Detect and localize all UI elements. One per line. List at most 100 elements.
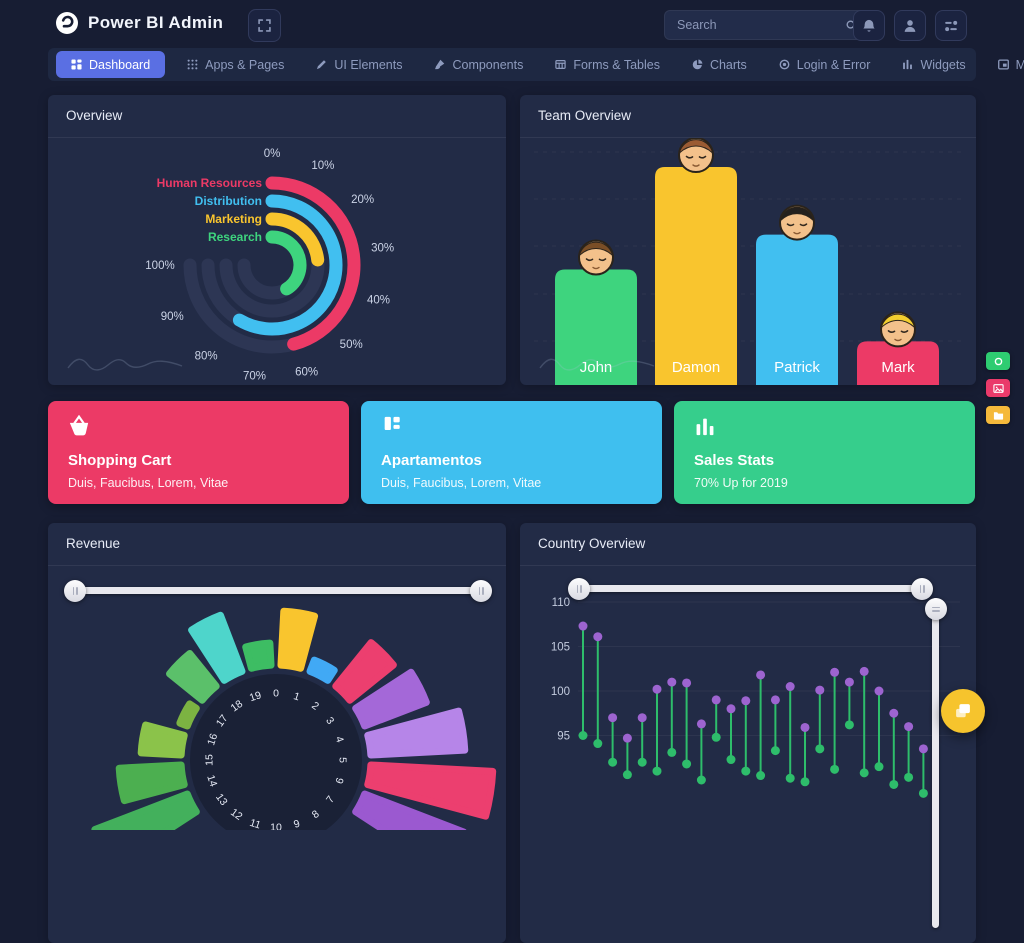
lollipop-dot-high[interactable] <box>726 704 736 714</box>
lollipop-dot-high[interactable] <box>696 719 706 729</box>
lollipop-dot-low[interactable] <box>711 732 721 742</box>
lollipop-dot-low[interactable] <box>682 759 692 769</box>
country-slider-handle-right[interactable] <box>911 577 933 600</box>
avatar-mark <box>880 311 916 348</box>
lollipop-dot-low[interactable] <box>622 770 632 780</box>
country-vertical-slider[interactable] <box>924 598 947 928</box>
lollipop-dot-high[interactable] <box>593 632 603 642</box>
lollipop-dot-low[interactable] <box>859 768 869 778</box>
rose-wedge-19[interactable] <box>242 639 275 672</box>
profile-button[interactable] <box>894 10 926 41</box>
nav-item-apps-pages[interactable]: Apps & Pages <box>171 48 300 81</box>
country-range-slider[interactable] <box>568 577 933 600</box>
country-vertical-slider-handle[interactable] <box>924 598 947 620</box>
lollipop-dot-high[interactable] <box>608 713 618 723</box>
lollipop-dot-high[interactable] <box>637 713 647 723</box>
lollipop-dot-high[interactable] <box>756 670 766 680</box>
lollipop-dot-low[interactable] <box>844 720 854 730</box>
rose-wedge-3[interactable] <box>352 668 430 730</box>
team-bar-john[interactable] <box>555 269 637 385</box>
folder-quick-action[interactable] <box>986 406 1010 424</box>
expand-icon <box>258 19 271 32</box>
country-slider-handle-left[interactable] <box>568 577 590 600</box>
lollipop-dot-low[interactable] <box>578 731 588 740</box>
lollipop-dot-high[interactable] <box>844 677 854 687</box>
lollipop-dot-high[interactable] <box>918 744 928 754</box>
country-lollipop-chart: 110 105 100 95 <box>551 597 960 798</box>
camera-quick-action[interactable] <box>986 352 1010 370</box>
lollipop-dot-low[interactable] <box>874 762 884 772</box>
swirl-logo-icon <box>55 11 79 35</box>
lollipop-dot-low[interactable] <box>800 777 810 787</box>
team-bar-damon[interactable] <box>655 167 737 385</box>
lollipop-dot-low[interactable] <box>667 747 677 757</box>
rose-wedge-18[interactable] <box>188 611 246 684</box>
lollipop-dot-low[interactable] <box>608 757 618 767</box>
lollipop-dot-low[interactable] <box>904 772 914 782</box>
radial-arc-research[interactable] <box>265 230 307 296</box>
revenue-slider-handle-left[interactable] <box>64 579 86 602</box>
lollipop-dot-high[interactable] <box>785 682 795 692</box>
radial-arc-marketing[interactable] <box>265 212 325 267</box>
radial-arc-distribution[interactable] <box>232 194 343 336</box>
lollipop-dot-low[interactable] <box>756 771 766 781</box>
nav-item-modals[interactable]: Modals <box>982 48 1024 81</box>
rose-wedge-0[interactable] <box>277 607 319 672</box>
rose-wedge-4[interactable] <box>364 707 469 759</box>
lollipop-dot-high[interactable] <box>889 708 899 718</box>
rose-wedge-16[interactable] <box>176 700 200 730</box>
nav-item-charts[interactable]: Charts <box>676 48 763 81</box>
lollipop-dot-high[interactable] <box>830 667 840 677</box>
lollipop-dot-high[interactable] <box>770 695 780 705</box>
nav-item-ui-elements[interactable]: UI Elements <box>300 48 418 81</box>
lollipop-dot-high[interactable] <box>622 733 632 743</box>
revenue-range-slider[interactable] <box>64 579 492 602</box>
lollipop-dot-high[interactable] <box>578 621 588 631</box>
lollipop-dot-low[interactable] <box>637 757 647 767</box>
panel-title: Overview <box>48 95 506 138</box>
chat-fab[interactable] <box>941 689 985 733</box>
lollipop-dot-low[interactable] <box>593 739 603 749</box>
rose-wedge-2[interactable] <box>332 639 397 704</box>
lollipop-dot-high[interactable] <box>652 684 662 694</box>
lollipop-dot-high[interactable] <box>682 678 692 688</box>
avatar-patrick <box>779 204 815 241</box>
lollipop-dot-low[interactable] <box>815 744 825 754</box>
lollipop-dot-low[interactable] <box>696 775 706 785</box>
team-bar-chart: John Damon Patrick Mark <box>534 137 962 385</box>
lollipop-dot-low[interactable] <box>830 764 840 774</box>
nav-item-components[interactable]: Components <box>418 48 539 81</box>
rose-wedge-17[interactable] <box>166 650 220 704</box>
lollipop-dot-high[interactable] <box>874 686 884 696</box>
lollipop-dot-high[interactable] <box>815 685 825 695</box>
rose-wedge-13[interactable] <box>91 790 200 830</box>
lollipop-dot-high[interactable] <box>800 722 810 732</box>
nav-item-dashboard[interactable]: Dashboard <box>56 51 166 78</box>
lollipop-dot-low[interactable] <box>918 788 928 798</box>
radial-arc-human-resources[interactable] <box>265 176 361 351</box>
lollipop-dot-high[interactable] <box>741 696 751 706</box>
revenue-slider-handle-right[interactable] <box>470 579 492 602</box>
rose-wedge-1[interactable] <box>306 656 338 684</box>
team-bar-patrick[interactable] <box>756 234 838 385</box>
notifications-button[interactable] <box>853 10 885 41</box>
lollipop-dot-low[interactable] <box>889 779 899 789</box>
lollipop-dot-low[interactable] <box>770 746 780 756</box>
image-quick-action[interactable] <box>986 379 1010 397</box>
lollipop-dot-high[interactable] <box>711 695 721 705</box>
nav-item-widgets[interactable]: Widgets <box>886 48 981 81</box>
lollipop-dot-high[interactable] <box>667 677 677 687</box>
fullscreen-button[interactable] <box>248 9 281 42</box>
rose-axis-label: 4 <box>333 735 346 744</box>
lollipop-dot-low[interactable] <box>726 755 736 765</box>
rose-wedge-15[interactable] <box>137 721 188 759</box>
lollipop-dot-low[interactable] <box>785 773 795 783</box>
bar-chart-icon <box>694 415 716 437</box>
nav-item-login-error[interactable]: Login & Error <box>763 48 887 81</box>
nav-item-forms-tables[interactable]: Forms & Tables <box>539 48 676 81</box>
lollipop-dot-high[interactable] <box>904 722 914 732</box>
team-bar-mark[interactable] <box>857 341 939 385</box>
search-input[interactable] <box>675 17 840 33</box>
lollipop-dot-high[interactable] <box>859 666 869 676</box>
settings-button[interactable] <box>935 10 967 41</box>
